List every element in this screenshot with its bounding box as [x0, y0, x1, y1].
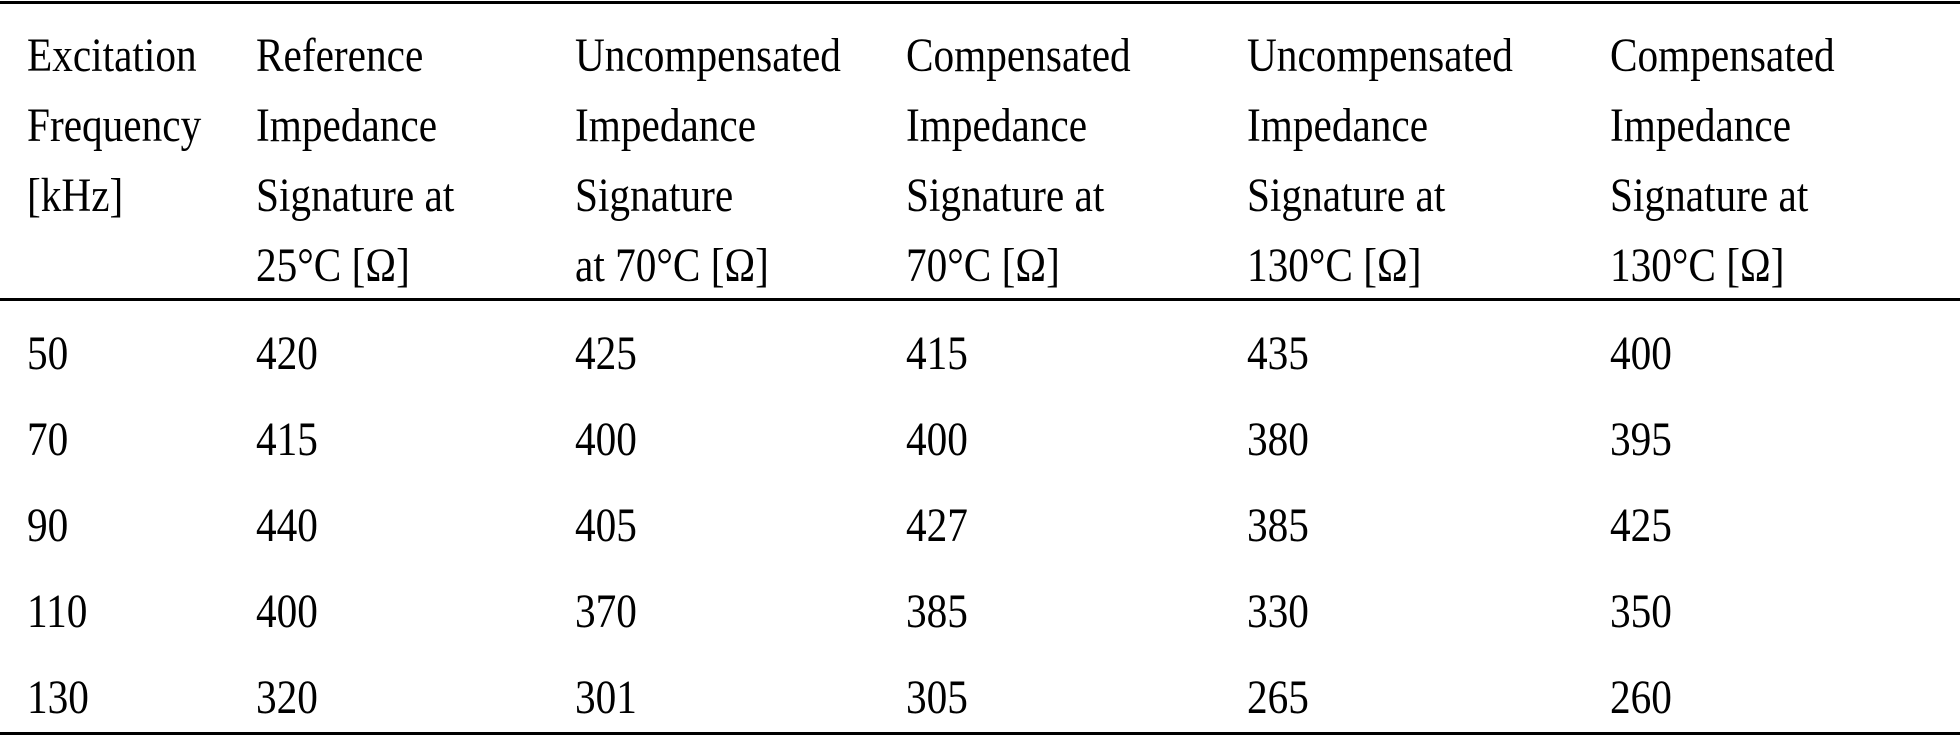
data-cell: 427 — [906, 499, 968, 552]
header-cell: Compensated — [906, 29, 1131, 82]
data-cell: 130 — [27, 671, 89, 724]
header-cell: Reference — [256, 29, 424, 82]
header-cell: at 70°C [Ω] — [575, 239, 769, 292]
data-cell: 265 — [1247, 671, 1309, 724]
header-cell: Compensated — [1610, 29, 1835, 82]
data-cell: 301 — [575, 671, 637, 724]
data-cell: 415 — [256, 413, 318, 466]
data-cell: 305 — [906, 671, 968, 724]
header-cell: 130°C [Ω] — [1247, 239, 1422, 292]
data-cell: 420 — [256, 327, 318, 380]
header-cell: Signature — [575, 169, 734, 222]
bottom-rule — [0, 732, 1960, 735]
data-cell: 395 — [1610, 413, 1672, 466]
header-cell: 70°C [Ω] — [906, 239, 1060, 292]
data-cell: 400 — [256, 585, 318, 638]
header-cell: Signature at — [1610, 169, 1809, 222]
header-rule — [0, 298, 1960, 301]
data-cell: 405 — [575, 499, 637, 552]
header-cell: Impedance — [256, 99, 438, 152]
header-cell: Uncompensated — [575, 29, 841, 82]
data-cell: 400 — [906, 413, 968, 466]
header-cell: Signature at — [256, 169, 455, 222]
data-cell: 330 — [1247, 585, 1309, 638]
header-cell: Impedance — [575, 99, 757, 152]
data-cell: 50 — [27, 327, 69, 380]
data-cell: 90 — [27, 499, 69, 552]
data-cell: 440 — [256, 499, 318, 552]
data-cell: 400 — [1610, 327, 1672, 380]
header-cell: Impedance — [906, 99, 1088, 152]
header-cell: Signature at — [1247, 169, 1446, 222]
header-cell: Impedance — [1247, 99, 1429, 152]
header-cell: Signature at — [906, 169, 1105, 222]
header-cell: [kHz] — [27, 169, 124, 222]
data-cell: 70 — [27, 413, 69, 466]
data-cell: 320 — [256, 671, 318, 724]
data-cell: 425 — [575, 327, 637, 380]
data-cell: 415 — [906, 327, 968, 380]
data-cell: 435 — [1247, 327, 1309, 380]
header-cell: Excitation — [27, 29, 197, 82]
data-cell: 385 — [1247, 499, 1309, 552]
header-cell: Uncompensated — [1247, 29, 1513, 82]
data-cell: 385 — [906, 585, 968, 638]
data-cell: 425 — [1610, 499, 1672, 552]
data-cell: 350 — [1610, 585, 1672, 638]
header-cell: Frequency — [27, 99, 202, 152]
data-cell: 380 — [1247, 413, 1309, 466]
data-cell: 260 — [1610, 671, 1672, 724]
header-cell: 130°C [Ω] — [1610, 239, 1785, 292]
data-cell: 110 — [27, 585, 88, 638]
data-cell: 400 — [575, 413, 637, 466]
data-cell: 370 — [575, 585, 637, 638]
top-rule — [0, 1, 1960, 4]
header-cell: Impedance — [1610, 99, 1792, 152]
header-cell: 25°C [Ω] — [256, 239, 410, 292]
